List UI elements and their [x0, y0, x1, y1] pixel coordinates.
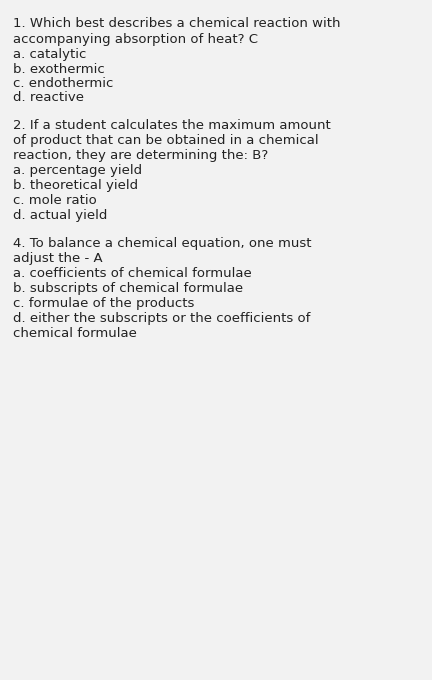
Text: of product that can be obtained in a chemical: of product that can be obtained in a che… [13, 134, 318, 147]
Text: 2. If a student calculates the maximum amount: 2. If a student calculates the maximum a… [13, 119, 331, 132]
Text: accompanying absorption of heat? C: accompanying absorption of heat? C [13, 33, 258, 46]
Text: 1. Which best describes a chemical reaction with: 1. Which best describes a chemical react… [13, 17, 340, 30]
Text: 4. To balance a chemical equation, one must: 4. To balance a chemical equation, one m… [13, 237, 311, 250]
Text: b. theoretical yield: b. theoretical yield [13, 179, 138, 192]
Text: d. either the subscripts or the coefficients of: d. either the subscripts or the coeffici… [13, 312, 310, 325]
Text: c. endothermic: c. endothermic [13, 77, 113, 90]
Text: b. exothermic: b. exothermic [13, 63, 105, 75]
Text: d. actual yield: d. actual yield [13, 209, 107, 222]
Text: b. subscripts of chemical formulae: b. subscripts of chemical formulae [13, 282, 243, 295]
Text: a. percentage yield: a. percentage yield [13, 164, 142, 177]
Text: c. formulae of the products: c. formulae of the products [13, 297, 194, 310]
Text: a. catalytic: a. catalytic [13, 48, 86, 61]
Text: d. reactive: d. reactive [13, 91, 84, 104]
Text: reaction, they are determining the: B?: reaction, they are determining the: B? [13, 149, 268, 162]
Text: a. coefficients of chemical formulae: a. coefficients of chemical formulae [13, 267, 252, 280]
Text: adjust the - A: adjust the - A [13, 252, 102, 265]
Text: chemical formulae: chemical formulae [13, 327, 137, 340]
Text: c. mole ratio: c. mole ratio [13, 194, 97, 207]
